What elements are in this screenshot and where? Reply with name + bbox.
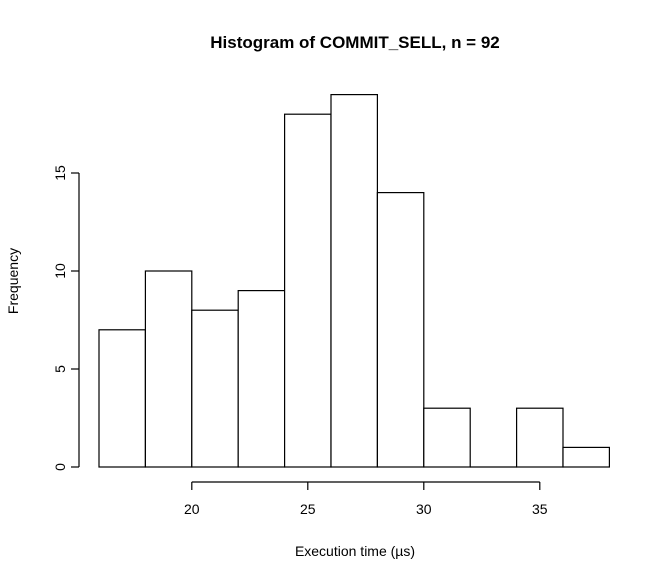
- histogram-bar: [563, 447, 609, 467]
- chart-title: Histogram of COMMIT_SELL, n = 92: [210, 33, 500, 52]
- x-tick-label: 30: [416, 501, 432, 517]
- histogram-bar: [377, 193, 423, 467]
- histogram-bar: [238, 291, 284, 467]
- histogram-bar: [145, 271, 191, 467]
- y-tick-label: 10: [52, 263, 68, 279]
- y-tick-label: 5: [52, 365, 68, 373]
- histogram-bar: [331, 95, 377, 467]
- histogram-bar: [192, 310, 238, 467]
- x-tick-label: 25: [300, 501, 316, 517]
- x-axis-label: Execution time (µs): [295, 543, 415, 559]
- y-axis-label: Frequency: [5, 248, 21, 314]
- histogram-bar: [285, 114, 331, 467]
- x-tick-label: 20: [184, 501, 200, 517]
- histogram-bar: [99, 330, 145, 467]
- x-tick-label: 35: [532, 501, 548, 517]
- histogram-bar: [424, 408, 470, 467]
- y-tick-label: 0: [52, 463, 68, 471]
- histogram-bar: [517, 408, 563, 467]
- y-tick-label: 15: [52, 165, 68, 181]
